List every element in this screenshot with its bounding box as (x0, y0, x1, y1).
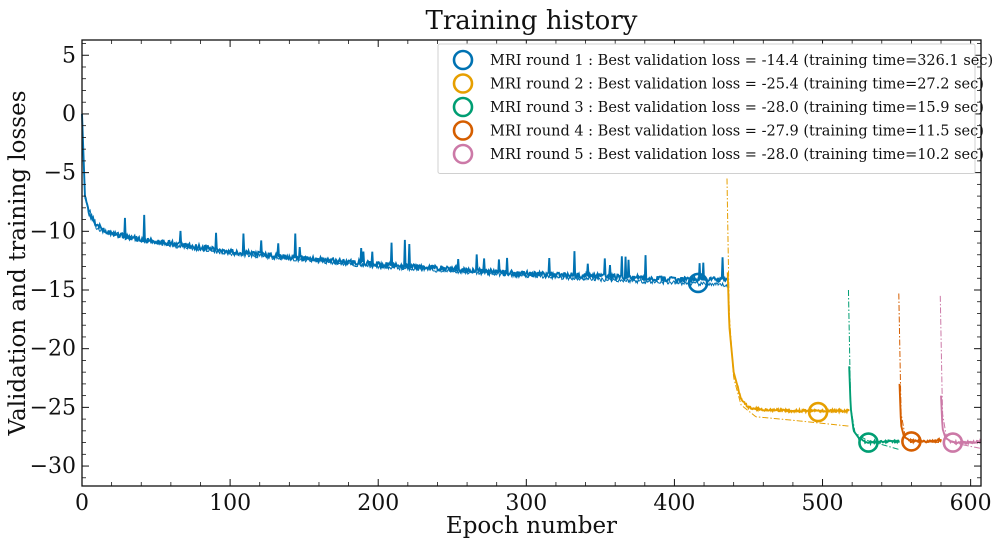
training-loss-line (939, 295, 981, 449)
x-tick-label: 400 (653, 491, 695, 516)
legend-label: MRI round 1 : Best validation loss = -14… (490, 53, 993, 69)
best-validation-marker (687, 272, 709, 294)
legend-marker (452, 49, 474, 71)
legend-marker (452, 120, 474, 141)
legend-label: MRI round 5 : Best validation loss = -28… (490, 147, 984, 163)
training-loss-line (898, 293, 941, 444)
y-axis-label: Validation and training losses (5, 90, 31, 436)
training-loss-line (726, 178, 850, 427)
x-tick-label: 300 (505, 491, 547, 516)
y-tick-label: −15 (30, 278, 76, 303)
legend-label: MRI round 2 : Best validation loss = -25… (490, 77, 984, 93)
validation-loss-line (726, 272, 850, 415)
legend-label: MRI round 4 : Best validation loss = -27… (490, 124, 984, 140)
y-tick-label: −30 (30, 454, 76, 479)
plot-frame (81, 39, 982, 487)
best-validation-marker (942, 432, 964, 453)
y-tick-label: 0 (62, 102, 76, 127)
validation-loss-line (848, 366, 900, 447)
best-validation-marker (901, 431, 922, 452)
axis-ticks-layer: 0 100 200 300 400 500 600 5 0 −5 −10 −15 −20 −25 −30 (30, 40, 992, 516)
x-axis-label: Epoch number (446, 513, 617, 539)
y-tick-label: 5 (62, 43, 76, 68)
legend-box (437, 43, 976, 174)
legend-marker (452, 96, 474, 118)
legend: MRI round 1 : Best validation loss = -14… (437, 43, 993, 174)
validation-loss-line (81, 113, 729, 285)
best-validation-marker (858, 432, 879, 453)
legend-marker (452, 73, 474, 94)
x-tick-label: 500 (802, 491, 844, 516)
y-tick-label: −20 (30, 337, 76, 362)
x-tick-label: 200 (357, 491, 399, 516)
x-tick-label: 100 (209, 491, 251, 516)
legend-marker (452, 143, 474, 165)
x-tick-label: 0 (75, 491, 89, 516)
training-loss-line (847, 289, 900, 451)
best-validation-marker (807, 401, 829, 423)
chart-title: Training history (426, 6, 638, 36)
y-tick-label: −25 (30, 395, 76, 420)
y-tick-label: −5 (44, 161, 76, 186)
x-tick-label: 600 (950, 491, 992, 516)
series-lines-layer (81, 113, 982, 451)
legend-label: MRI round 3 : Best validation loss = -28… (490, 100, 984, 116)
best-markers-layer (687, 272, 964, 453)
y-tick-label: −10 (30, 219, 76, 244)
